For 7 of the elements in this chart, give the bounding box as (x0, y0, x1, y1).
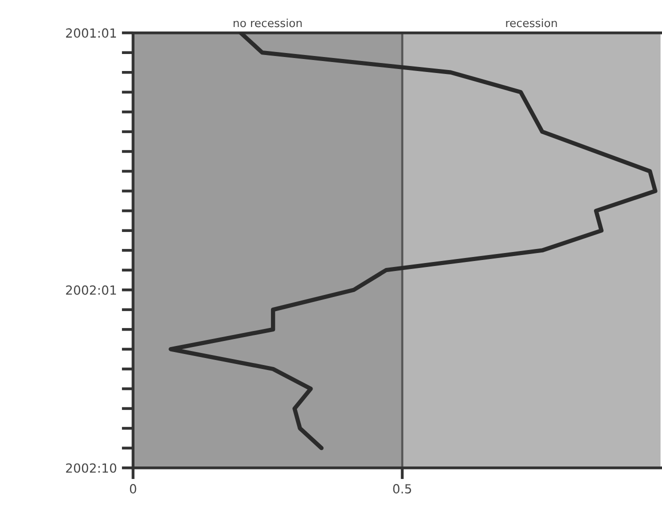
x-tick-label: 0.5 (393, 484, 412, 494)
y-tick-label: 2002:01 (66, 285, 116, 295)
y-tick-label: 2002:10 (66, 463, 116, 473)
band-label: recession (506, 18, 557, 28)
band-label: no recession (234, 18, 302, 28)
y-tick-label: 2001:01 (66, 28, 116, 38)
x-tick-label: 0 (130, 484, 136, 494)
